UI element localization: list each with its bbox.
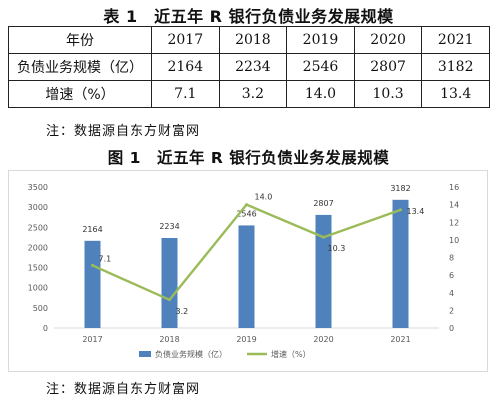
row-label: 增速（%） <box>8 80 152 108</box>
header-cell-label: 年份 <box>8 26 152 54</box>
line-series <box>91 203 402 302</box>
line-data-label: 14.0 <box>255 193 273 202</box>
x-tick-label: 2020 <box>313 335 333 344</box>
left-tick-label: 1000 <box>28 284 48 293</box>
header-cell-year: 2017 <box>151 26 220 54</box>
table-cell: 2234 <box>218 53 288 81</box>
figure-title: 图 1 近五年 R 银行负债业务发展规模 <box>107 149 390 167</box>
left-tick-label: 1500 <box>28 264 48 273</box>
legend: 负债业务规模（亿） 增速（%） <box>139 349 311 359</box>
bar-data-label: 3182 <box>390 184 410 193</box>
line-data-labels: 7.1 3.2 14.0 10.3 13.4 <box>99 193 425 316</box>
line-data-label: 10.3 <box>328 244 346 253</box>
left-tick-label: 500 <box>33 304 48 313</box>
bar <box>392 199 409 328</box>
table-cell: 7.1 <box>151 80 220 108</box>
bar <box>84 240 101 328</box>
right-tick-label: 2 <box>449 306 454 315</box>
line-point <box>245 203 248 207</box>
legend-bar-swatch <box>139 351 151 357</box>
table-cell: 13.4 <box>421 80 490 108</box>
combo-chart: 0 500 1000 1500 2000 2500 3000 3500 0 2 4 6 8 10 12 14… <box>28 183 460 359</box>
left-axis-ticks: 0 500 1000 1500 2000 2500 3000 3500 <box>28 183 48 333</box>
right-tick-label: 16 <box>449 183 459 192</box>
legend-line-label: 增速（%） <box>271 349 311 359</box>
table-cell: 3182 <box>421 53 490 81</box>
table-title: 表 1 近五年 R 银行负债业务发展规模 <box>103 7 394 26</box>
header-cell-year: 2019 <box>286 26 355 54</box>
table-cell: 10.3 <box>353 80 423 108</box>
table-cell: 14.0 <box>286 80 355 108</box>
header-cell-year: 2020 <box>353 26 423 54</box>
line-point <box>322 235 325 239</box>
right-tick-label: 8 <box>449 254 454 263</box>
bar <box>315 214 332 328</box>
header-cell-year: 2021 <box>421 26 490 54</box>
table-cell: 2164 <box>151 53 220 81</box>
left-tick-label: 3500 <box>28 183 48 192</box>
bar-data-label: 2234 <box>159 222 179 231</box>
figure-source-note: 注：数据源自东方财富网 <box>46 382 201 397</box>
x-axis-ticks: 2017 2018 2019 2020 2021 <box>82 335 410 344</box>
left-tick-label: 0 <box>43 324 48 333</box>
bar-data-labels: 2164 2234 2546 2807 3182 <box>82 184 410 234</box>
right-tick-label: 0 <box>449 324 454 333</box>
line-data-label: 3.2 <box>176 307 189 316</box>
left-tick-label: 3000 <box>28 203 48 212</box>
table-header-row: 年份 2017 2018 2019 2020 2021 <box>8 26 490 54</box>
bar-data-label: 2807 <box>313 199 333 208</box>
left-tick-label: 2000 <box>28 243 48 252</box>
right-tick-label: 12 <box>449 218 459 227</box>
table-cell: 3.2 <box>218 80 288 108</box>
right-tick-label: 6 <box>449 271 454 280</box>
bar <box>238 225 255 328</box>
right-tick-label: 4 <box>449 289 454 298</box>
data-table: 年份 2017 2018 2019 2020 2021 负债业务规模（亿） 21… <box>8 26 490 108</box>
legend-bar-label: 负债业务规模（亿） <box>155 349 227 359</box>
left-tick-label: 2500 <box>28 223 48 232</box>
bar-data-label: 2164 <box>82 225 102 234</box>
table-source-note: 注：数据源自东方财富网 <box>46 124 201 139</box>
table-cell: 2546 <box>286 53 355 81</box>
bar-series <box>84 199 409 328</box>
table-cell: 2807 <box>353 53 423 81</box>
line-point <box>168 298 171 302</box>
line-data-label: 7.1 <box>99 254 112 263</box>
chart-container: 0 500 1000 1500 2000 2500 3000 3500 0 2 4 6 8 10 12 14… <box>8 170 488 372</box>
x-tick-label: 2021 <box>390 335 410 344</box>
header-cell-year: 2018 <box>218 26 288 54</box>
x-tick-label: 2017 <box>82 335 102 344</box>
right-axis-ticks: 0 2 4 6 8 10 12 14 16 <box>449 183 459 333</box>
bar-data-label: 2546 <box>236 209 256 218</box>
row-label: 负债业务规模（亿） <box>8 53 152 81</box>
line-data-label: 13.4 <box>407 207 425 216</box>
table-row: 增速（%） 7.1 3.2 14.0 10.3 13.4 <box>8 80 490 108</box>
line-point <box>399 208 402 212</box>
bar <box>161 238 178 328</box>
table-row: 负债业务规模（亿） 2164 2234 2546 2807 3182 <box>8 53 490 81</box>
x-tick-label: 2018 <box>159 335 179 344</box>
x-tick-label: 2019 <box>236 335 256 344</box>
right-tick-label: 14 <box>449 201 459 210</box>
right-tick-label: 10 <box>449 236 459 245</box>
line-point <box>91 263 94 267</box>
